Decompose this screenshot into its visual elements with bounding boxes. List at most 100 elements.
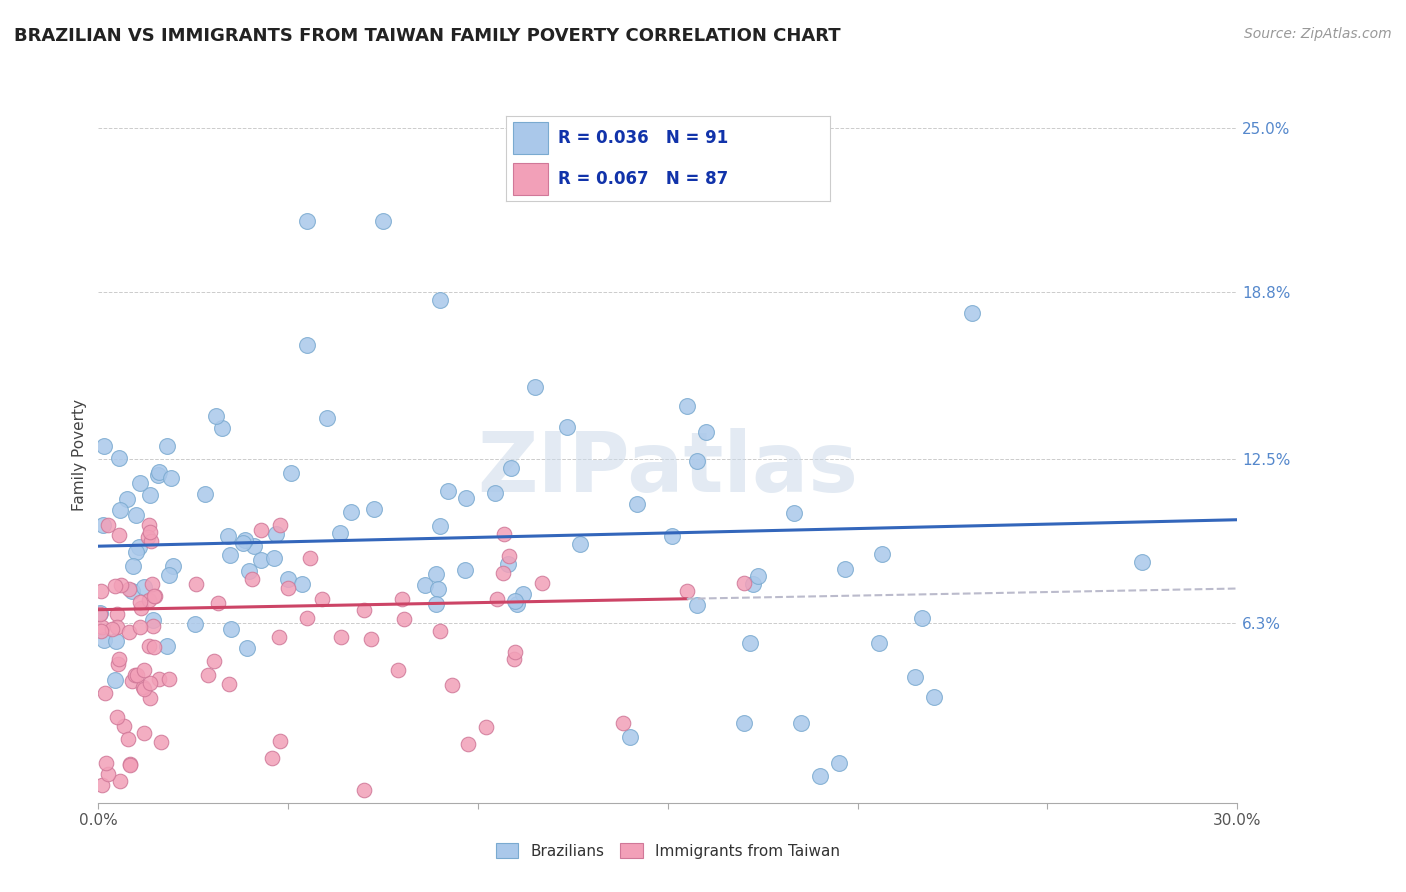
Bar (513, 162, 548, 194)
Point (280, 466, 302, 480)
Point (110, 503, 132, 517)
Point (105, 620, 128, 634)
Point (311, 592, 333, 607)
Point (315, 411, 337, 425)
Point (353, 782, 375, 797)
Point (105, 607, 128, 622)
Point (484, 486, 506, 500)
Point (96, 767, 118, 781)
Point (501, 461, 523, 475)
Point (413, 577, 436, 591)
Point (121, 584, 143, 599)
Point (132, 726, 155, 740)
Point (183, 617, 205, 632)
Point (108, 651, 131, 665)
Point (783, 506, 806, 520)
Point (457, 737, 479, 751)
Point (387, 664, 409, 678)
Text: R = 0.036   N = 91: R = 0.036 N = 91 (558, 129, 728, 147)
Point (238, 564, 260, 578)
Point (128, 540, 150, 554)
Point (391, 592, 413, 607)
Point (733, 716, 755, 731)
Point (141, 534, 163, 549)
Point (496, 558, 519, 572)
Point (747, 569, 769, 583)
Point (486, 592, 509, 607)
Point (148, 465, 170, 479)
Point (492, 566, 515, 580)
Point (626, 497, 648, 511)
Point (612, 715, 634, 730)
Point (868, 636, 890, 650)
Point (240, 572, 263, 586)
Point (219, 549, 242, 563)
Point (425, 598, 447, 612)
Point (104, 634, 127, 648)
Point (132, 580, 155, 594)
Point (555, 420, 578, 434)
Point (139, 524, 162, 539)
Point (441, 677, 464, 691)
Text: R = 0.067   N = 87: R = 0.067 N = 87 (558, 169, 728, 187)
Point (207, 596, 229, 610)
Point (117, 624, 139, 639)
Point (142, 640, 165, 654)
Point (329, 526, 352, 541)
Text: Source: ZipAtlas.com: Source: ZipAtlas.com (1244, 27, 1392, 41)
Point (392, 612, 415, 626)
Point (97, 518, 120, 533)
Point (159, 471, 181, 485)
Point (117, 731, 139, 746)
Point (125, 508, 148, 522)
Point (454, 563, 477, 577)
Point (686, 598, 709, 612)
Point (922, 690, 945, 704)
Point (197, 668, 219, 682)
Point (676, 584, 699, 599)
Point (219, 622, 242, 636)
Point (437, 483, 460, 498)
Point (232, 536, 254, 550)
Point (156, 439, 179, 453)
Point (235, 533, 257, 547)
Point (269, 518, 291, 533)
Point (129, 475, 152, 490)
Point (290, 576, 312, 591)
Point (141, 577, 163, 591)
Point (217, 529, 239, 543)
Legend: Brazilians, Immigrants from Taiwan: Brazilians, Immigrants from Taiwan (489, 837, 846, 864)
Point (90, 584, 112, 599)
Point (149, 735, 172, 749)
Point (1132, 555, 1154, 569)
Point (138, 639, 160, 653)
Point (90, 778, 112, 792)
Point (211, 420, 233, 434)
Point (117, 492, 139, 507)
Point (108, 528, 131, 542)
Point (298, 550, 321, 565)
Point (569, 537, 592, 551)
Point (277, 582, 299, 596)
Point (118, 582, 141, 597)
Point (104, 579, 127, 593)
Point (194, 486, 217, 500)
Point (960, 306, 983, 320)
Point (93, 518, 115, 533)
Text: ZIPatlas: ZIPatlas (478, 428, 858, 509)
Point (910, 611, 932, 625)
Point (297, 214, 319, 228)
Point (127, 668, 149, 682)
Point (676, 399, 699, 413)
Point (503, 645, 526, 659)
Point (269, 733, 291, 747)
Point (107, 657, 129, 672)
Point (110, 578, 132, 592)
Point (686, 454, 709, 468)
Point (134, 682, 156, 697)
Point (695, 425, 717, 440)
Point (162, 559, 184, 574)
Point (143, 589, 166, 603)
Point (429, 519, 451, 533)
Point (131, 600, 153, 615)
